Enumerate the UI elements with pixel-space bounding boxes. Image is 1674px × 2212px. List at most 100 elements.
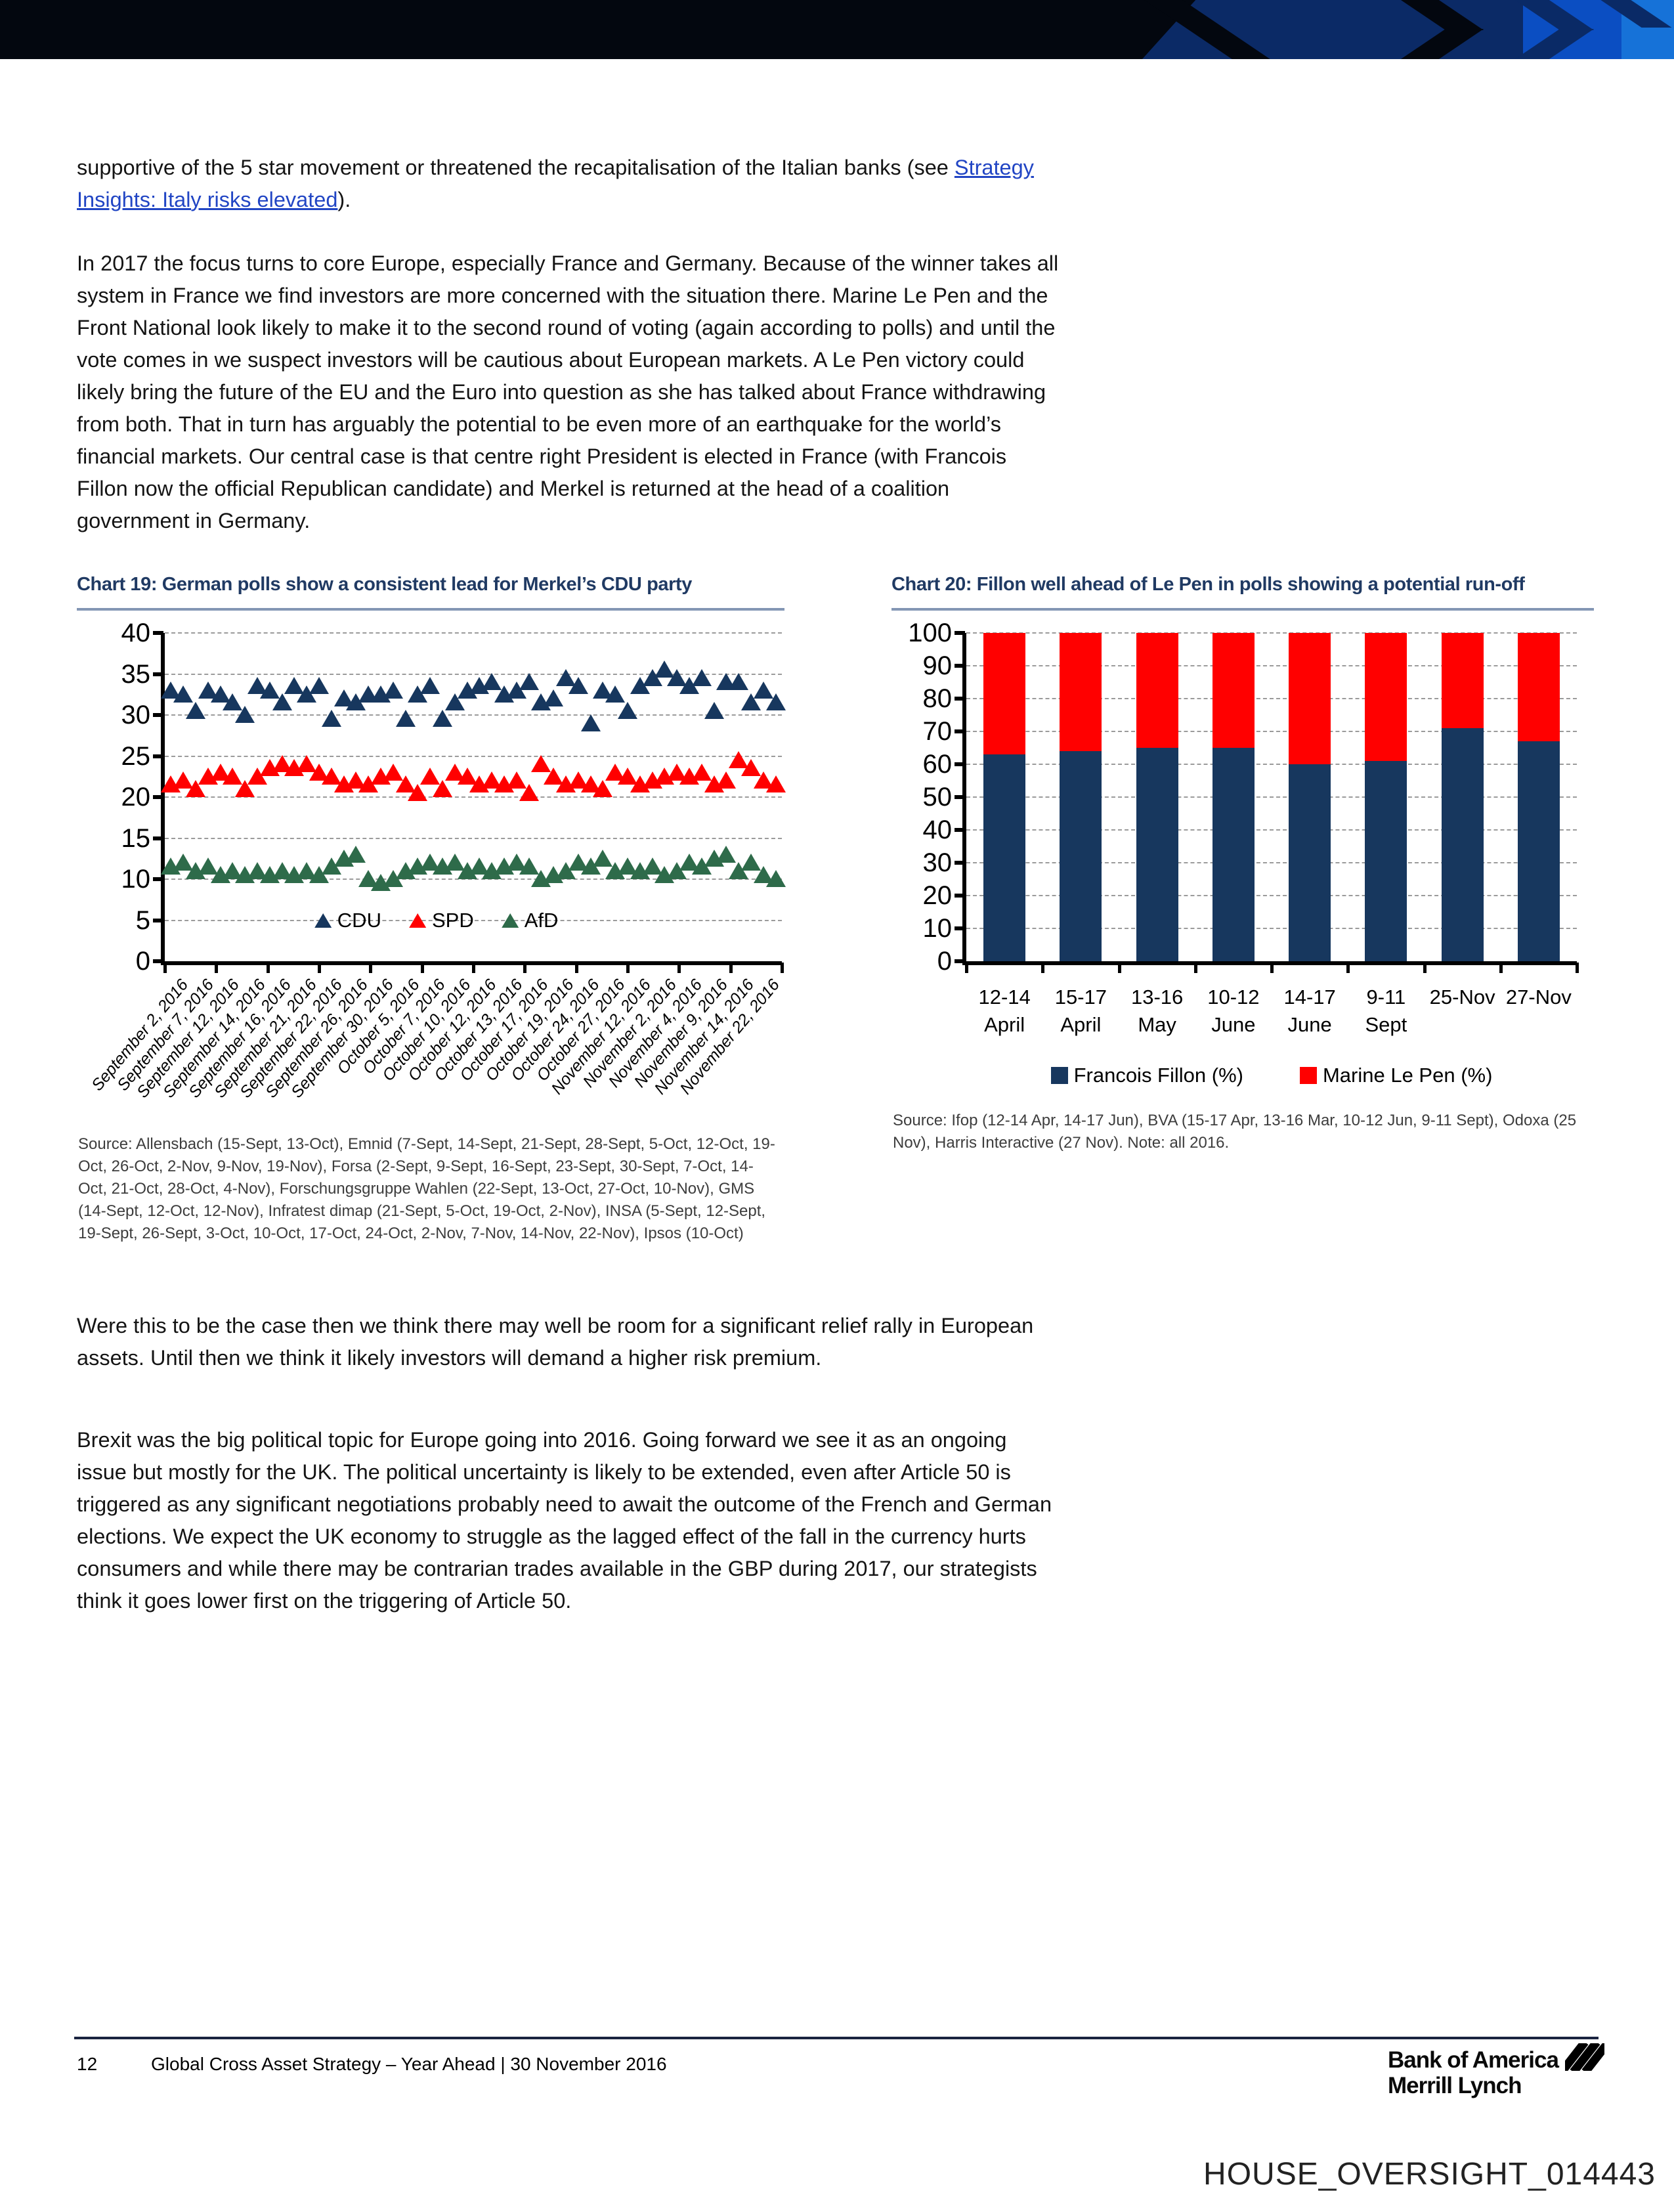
x-axis-category-label: 13-16 May <box>1106 984 1209 1039</box>
category-line-2: April <box>1060 1013 1102 1036</box>
bank-of-america-merrill-lynch-logo: Bank of America Merrill Lynch <box>1388 2043 1604 2098</box>
y-axis-tick <box>153 836 163 840</box>
x-axis-category-label: 12-14 April <box>953 984 1056 1039</box>
scatter-marker-spd <box>593 779 613 797</box>
y-axis-line <box>161 633 165 965</box>
scatter-marker-cdu <box>729 673 749 690</box>
scatter-marker-cdu <box>186 701 205 719</box>
bar-segment-marine-le-pen- <box>1441 633 1484 728</box>
y-axis-label: 100 <box>908 618 952 647</box>
y-axis-tick <box>955 697 965 701</box>
y-axis-tick <box>955 894 965 898</box>
legend-label: SPD <box>431 909 474 932</box>
paragraph-2017-focus: In 2017 the focus turns to core Europe, … <box>77 251 1059 532</box>
category-line-2: May <box>1138 1013 1176 1036</box>
y-axis-tick <box>955 926 965 930</box>
scatter-marker-cdu <box>704 701 724 719</box>
scatter-marker-cdu <box>309 677 329 695</box>
spd-legend-marker-icon <box>408 913 426 928</box>
y-axis-tick <box>153 918 163 922</box>
x-axis-tick <box>729 963 733 973</box>
footer-report-title: Global Cross Asset Strategy – Year Ahead… <box>151 2054 667 2074</box>
y-gridline <box>966 796 1577 798</box>
y-axis-label: 20 <box>922 881 953 910</box>
paragraph-relief-rally: Were this to be the case then we think t… <box>77 1313 1034 1370</box>
category-line-1: 14-17 <box>1283 986 1336 1008</box>
logo-line-1: Bank of America <box>1388 2047 1559 2073</box>
bar-segment-marine-le-pen- <box>983 633 1026 754</box>
scatter-marker-spd <box>765 775 786 793</box>
scatter-marker-cdu <box>272 693 292 711</box>
afd-legend-marker-icon <box>501 913 519 928</box>
bar-segment-marine-le-pen- <box>1289 633 1331 764</box>
bar-segment-marine-le-pen- <box>1517 633 1560 741</box>
scatter-marker-cdu <box>173 685 194 703</box>
legend-item: CDU <box>314 909 381 932</box>
y-gridline <box>966 698 1577 699</box>
x-axis-category-label: 25-Nov <box>1411 984 1514 1011</box>
y-axis-label: 50 <box>922 783 953 812</box>
cdu-legend-marker-icon <box>314 913 332 928</box>
chart-title-rule <box>891 608 1594 611</box>
y-axis-label: 15 <box>121 823 151 853</box>
y-axis-tick <box>955 631 965 635</box>
y-gridline <box>165 632 782 634</box>
x-axis-category-label: 15-17 April <box>1029 984 1132 1039</box>
x-axis-tick <box>1346 963 1350 973</box>
chart-19-title: Chart 19: German polls show a consistent… <box>77 574 693 595</box>
scatter-marker-cdu <box>433 710 452 727</box>
x-axis-tick <box>318 963 321 973</box>
x-axis-tick <box>1423 963 1427 973</box>
x-axis-tick <box>420 963 424 973</box>
scatter-marker-spd <box>408 783 428 801</box>
legend-item: AfD <box>501 909 559 932</box>
x-axis-line <box>962 961 1577 965</box>
category-line-1: 12-14 <box>978 986 1031 1008</box>
bar-segment-marine-le-pen- <box>1212 633 1255 748</box>
x-axis-tick <box>163 963 167 973</box>
paragraph-brexit: Brexit was the big political topic for E… <box>77 1427 1052 1613</box>
paragraph-italy-banks: supportive of the 5 star movement or thr… <box>77 152 1062 216</box>
strategy-insights-link[interactable]: Strategy Insights: Italy risks elevated <box>77 155 1034 211</box>
legend-label: CDU <box>337 909 381 932</box>
bar-segment-francois-fillon- <box>1517 741 1560 961</box>
chart-19-german-polls: Chart 19: German polls show a consistent… <box>77 570 786 1292</box>
y-gridline <box>966 731 1577 732</box>
x-axis-tick <box>1499 963 1503 973</box>
x-axis-tick <box>523 963 527 973</box>
bofa-flag-icon <box>1564 2043 1604 2071</box>
plot-area <box>962 632 1577 965</box>
chart-20-title: Chart 20: Fillon well ahead of Le Pen in… <box>891 574 1525 595</box>
y-gridline <box>966 928 1577 929</box>
chart-19-source: Source: Allensbach (15-Sept, 13-Oct), Em… <box>78 1135 775 1242</box>
y-gridline <box>966 862 1577 863</box>
legend-label: AfD <box>524 909 559 932</box>
y-gridline <box>966 632 1577 634</box>
scatter-marker-cdu <box>321 710 341 727</box>
scatter-marker-cdu <box>544 689 564 706</box>
legend-item: Marine Le Pen (%) <box>1299 1064 1492 1087</box>
scatter-marker-cdu <box>420 677 440 695</box>
y-axis-label: 10 <box>121 865 151 894</box>
y-axis-tick <box>955 795 965 799</box>
x-axis-tick <box>1041 963 1045 973</box>
y-axis-tick <box>153 877 163 881</box>
plot-area: CDU SPD AfD <box>161 632 786 965</box>
category-line-1: 15-17 <box>1054 986 1107 1008</box>
category-line-1: 25-Nov <box>1429 986 1495 1008</box>
y-axis-label: 35 <box>121 659 151 689</box>
bar-segment-francois-fillon- <box>1136 748 1178 961</box>
chart-20-source: Source: Ifop (12-14 Apr, 14-17 Jun), BVA… <box>893 1112 1577 1152</box>
scatter-marker-cdu <box>568 677 588 695</box>
y-gridline <box>966 665 1577 666</box>
chart-legend: CDU SPD AfD <box>314 909 559 932</box>
category-line-1: 27-Nov <box>1505 986 1572 1008</box>
scatter-marker-cdu <box>605 685 626 703</box>
y-axis-label: 80 <box>922 684 953 713</box>
scatter-marker-cdu <box>580 714 601 731</box>
category-line-2: Sept <box>1365 1013 1407 1036</box>
x-axis-tick <box>369 963 373 973</box>
bar-segment-marine-le-pen- <box>1060 633 1102 751</box>
y-gridline <box>165 755 782 757</box>
